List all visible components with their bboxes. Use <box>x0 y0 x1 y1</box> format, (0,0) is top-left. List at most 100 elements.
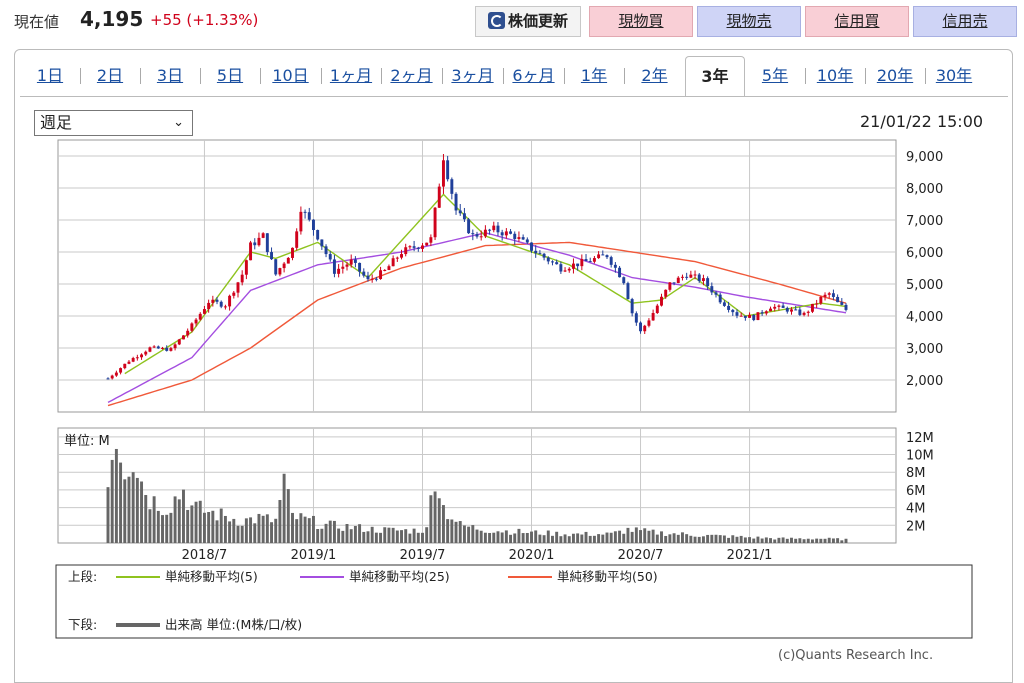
tab-separator <box>200 68 201 84</box>
volume-bar <box>311 515 315 543</box>
candle-body <box>244 260 248 275</box>
volume-bar <box>643 528 647 543</box>
volume-bar <box>798 538 802 543</box>
date-tick-label: 2021/1 <box>727 548 773 563</box>
volume-bar <box>538 534 542 543</box>
volume-bar <box>609 532 613 543</box>
chart-legend: 上段: 単純移動平均(5) 単純移動平均(25) 単純移動平均(50) 下段: … <box>55 564 973 639</box>
tab-10[interactable]: 1年 <box>580 66 608 85</box>
candle-body <box>810 303 814 312</box>
tab-3[interactable]: 3日 <box>156 66 184 85</box>
volume-bar <box>483 532 487 543</box>
candle-body <box>534 250 538 254</box>
volume-tick-label: 12M <box>906 431 934 446</box>
tab-1[interactable]: 1日 <box>36 66 64 85</box>
volume-bar <box>618 530 622 543</box>
volume-bar <box>320 528 324 543</box>
tab-separator <box>321 68 322 84</box>
axis-labels: 9,000 8,000 7,000 6,000 5,000 4,000 3,000 2,000… <box>182 150 944 563</box>
volume-bar <box>165 514 169 543</box>
volume-bar <box>513 533 517 543</box>
volume-bar <box>110 459 114 543</box>
volume-bar <box>345 524 349 543</box>
candle-body <box>186 330 190 336</box>
candle-body <box>685 276 689 278</box>
tab-2[interactable]: 2日 <box>96 66 124 85</box>
volume-bar <box>144 495 148 543</box>
candle-period-select[interactable]: 週足 ⌄ <box>34 110 193 136</box>
ma50-line <box>107 241 847 407</box>
volume-bar <box>668 534 672 543</box>
volume-bar <box>236 525 240 543</box>
candle-body <box>156 346 160 349</box>
volume-bar <box>261 515 265 543</box>
tab-4[interactable]: 5日 <box>216 66 244 85</box>
candle-body <box>836 296 840 303</box>
tab-16[interactable]: 30年 <box>935 66 973 85</box>
volume-bar <box>555 531 559 543</box>
volume-bar <box>597 534 601 543</box>
candle-body <box>311 219 315 231</box>
volume-bar <box>823 538 827 543</box>
candle-body <box>806 311 810 313</box>
candle-body <box>634 313 638 323</box>
volume-bar <box>383 527 387 543</box>
candle-body <box>513 233 517 239</box>
volume-bar <box>433 491 437 543</box>
candle-body <box>165 347 169 351</box>
volume-bar <box>810 539 814 543</box>
tab-separator <box>805 68 806 84</box>
candle-body <box>542 253 546 258</box>
tab-12[interactable]: 3年 <box>685 56 745 97</box>
candle-body <box>769 308 772 312</box>
volume-bar <box>316 529 320 543</box>
margin-buy-button[interactable]: 信用買 <box>805 6 909 37</box>
tab-7[interactable]: 2ヶ月 <box>390 66 433 85</box>
candle-body <box>278 268 282 275</box>
candle-body <box>756 312 760 321</box>
volume-bar <box>752 538 756 543</box>
candle-body <box>446 160 450 180</box>
candle-body <box>433 207 437 238</box>
candle-body <box>291 247 294 258</box>
tab-separator <box>442 68 443 84</box>
tab-5[interactable]: 10日 <box>272 66 309 85</box>
candle-body <box>106 378 110 380</box>
tab-13[interactable]: 5年 <box>761 66 789 85</box>
candle-body <box>773 306 777 309</box>
volume-bar <box>299 513 303 543</box>
candle-body <box>571 263 575 269</box>
margin-sell-button[interactable]: 信用売 <box>913 6 1017 37</box>
volume-bar <box>249 517 253 543</box>
volume-bar <box>525 532 529 543</box>
candle-body <box>286 257 290 264</box>
candle-body <box>131 358 135 362</box>
tab-11[interactable]: 2年 <box>641 66 668 85</box>
tab-9[interactable]: 6ヶ月 <box>512 66 555 85</box>
volume-bar <box>169 512 173 543</box>
tab-15[interactable]: 20年 <box>876 66 914 85</box>
volume-bar <box>769 538 772 543</box>
volume-bar <box>173 496 177 543</box>
candle-body <box>555 262 559 265</box>
tab-divider <box>20 96 1008 97</box>
volume-bar <box>580 534 584 543</box>
candle-body <box>173 344 177 349</box>
tab-14[interactable]: 10年 <box>816 66 854 85</box>
spot-buy-button[interactable]: 現物買 <box>589 6 693 37</box>
legend-volume: 出来高 単位:(M株/口/枚) <box>165 617 302 632</box>
candle-body <box>689 274 693 278</box>
candle-body <box>760 312 764 314</box>
volume-bar <box>509 534 513 543</box>
tab-8[interactable]: 3ヶ月 <box>451 66 494 85</box>
spot-sell-button[interactable]: 現物売 <box>697 6 801 37</box>
candle-body <box>458 210 462 214</box>
tab-6[interactable]: 1ヶ月 <box>329 66 373 85</box>
candle-body <box>668 282 672 290</box>
volume-tick-label: 4M <box>906 502 926 517</box>
volume-bar <box>660 531 663 543</box>
candle-body <box>416 247 420 249</box>
volume-bar <box>106 487 110 543</box>
volume-bar <box>194 501 198 543</box>
refresh-price-button[interactable]: 株価更新 <box>475 6 581 37</box>
